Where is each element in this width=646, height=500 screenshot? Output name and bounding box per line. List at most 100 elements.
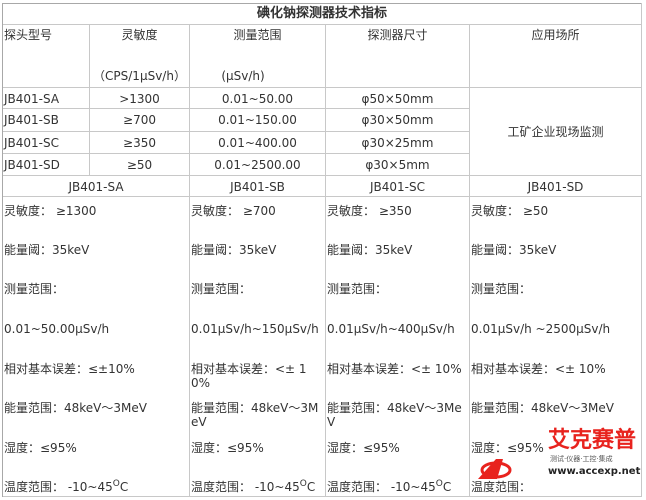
header-size: 探测器尺寸 <box>326 25 470 88</box>
accexp-logo-icon <box>478 459 512 479</box>
detail-line: 湿度：≤95% <box>191 441 264 455</box>
watermark-tagline: 测试·仪器·工控·集成 <box>550 455 613 463</box>
detail-line: 能量阈：35keV <box>191 243 277 257</box>
sensitivity-value: ≥700 <box>123 113 156 127</box>
detail-line: 测量范围： <box>327 282 388 296</box>
sensitivity-value: >1300 <box>119 92 160 106</box>
application-value: 工矿企业现场监测 <box>507 125 604 139</box>
detail-line: 0.01μSv/h~400μSv/h <box>327 322 455 336</box>
size-value: φ30×25mm <box>361 136 434 150</box>
detail-line: 能量阈：35keV <box>327 243 413 257</box>
detail-line: 灵敏度： ≥700 <box>191 204 276 218</box>
size-value: φ30×5mm <box>365 158 430 172</box>
detail-cell: 灵敏度： ≥50 能量阈：35keV 测量范围： 0.01μSv/h ~2500μSv… <box>470 197 642 497</box>
header-range-label: 测量范围 <box>233 28 282 42</box>
detail-temperature: 温度范围： -10~45 <box>4 480 113 494</box>
sensitivity-value: ≥50 <box>126 158 153 172</box>
detail-temperature-line: 温度范围： <box>471 480 639 494</box>
watermark-brand: 艾克赛普 <box>548 428 637 453</box>
header-model: 探头型号 <box>3 25 90 88</box>
model-value: JB401-SB <box>4 113 59 127</box>
detail-line: 能量范围：48keV～3MeV <box>191 401 319 429</box>
table-row-range: 0.01~50.00 <box>190 88 326 109</box>
detail-temperature: 温度范围： -10~45 <box>191 480 300 494</box>
detail-header: JB401-SD <box>470 176 642 197</box>
table-row-sensitivity: >1300 <box>90 88 190 109</box>
header-model-label: 探头型号 <box>4 28 53 42</box>
detail-temperature-line: 温度范围： -10~45OC <box>4 479 187 495</box>
detail-line: 能量阈：35keV <box>471 243 557 257</box>
detail-temperature-line: 温度范围： -10~45OC <box>327 479 467 495</box>
detail-cell: 灵敏度： ≥350 能量阈：35keV 测量范围： 0.01μSv/h~400μSv/… <box>326 197 470 497</box>
detail-header: JB401-SB <box>190 176 326 197</box>
size-value: φ50×50mm <box>361 92 434 106</box>
detail-temperature: 温度范围： -10~45 <box>327 480 436 494</box>
header-sensitivity-label: 灵敏度 <box>121 28 158 42</box>
detail-line: 相对基本误差：<± 10% <box>327 362 462 376</box>
temperature-unit: C <box>306 480 316 494</box>
detail-cell: 灵敏度： ≥700 能量阈：35keV 测量范围： 0.01μSv/h~150μSv/… <box>190 197 326 497</box>
table-row-size: φ50×50mm <box>326 88 470 109</box>
range-value: 0.01~2500.00 <box>214 158 301 172</box>
detail-line: 灵敏度： ≥350 <box>327 204 412 218</box>
header-range-unit: (μSv/h) <box>221 69 265 83</box>
table-row-size: φ30×25mm <box>326 132 470 154</box>
model-value: JB401-SC <box>4 136 60 150</box>
detail-line: 相对基本误差：<± 10% <box>471 362 606 376</box>
table-row-model: JB401-SB <box>3 109 90 132</box>
detail-header: JB401-SA <box>3 176 190 197</box>
header-application: 应用场所 <box>470 25 642 88</box>
model-value: JB401-SA <box>4 92 60 106</box>
watermark-url: www.accexp.net <box>548 466 641 477</box>
table-row-sensitivity: ≥350 <box>90 132 190 154</box>
detail-line: 能量范围：48keV～3MeV <box>471 401 614 415</box>
degree-mark: O <box>435 479 443 489</box>
degree-mark: O <box>112 479 120 489</box>
table-row-size: φ30×50mm <box>326 109 470 132</box>
table-row-sensitivity: ≥50 <box>90 154 190 176</box>
detail-line: 灵敏度： ≥1300 <box>4 204 97 218</box>
table-title-cell: 碘化钠探测器技术指标 <box>3 3 642 25</box>
range-value: 0.01~400.00 <box>218 136 297 150</box>
header-application-label: 应用场所 <box>531 28 580 42</box>
header-sensitivity-unit: （CPS/1μSv/h） <box>93 69 186 83</box>
detail-line: 相对基本误差：≤±10% <box>4 362 135 376</box>
detail-cell: 灵敏度： ≥1300 能量阈：35keV 测量范围： 0.01~50.00μSv/h 相… <box>3 197 190 497</box>
degree-mark: O <box>299 479 307 489</box>
detail-line: 能量阈：35keV <box>4 243 90 257</box>
detail-header: JB401-SC <box>326 176 470 197</box>
table-row-range: 0.01~2500.00 <box>190 154 326 176</box>
detail-line: 能量范围：48keV～3MeV <box>4 401 147 415</box>
table-title: 碘化钠探测器技术指标 <box>256 6 387 21</box>
sensitivity-value: ≥350 <box>123 136 156 150</box>
size-value: φ30×50mm <box>361 113 434 127</box>
detail-line: 湿度：≤95% <box>4 441 77 455</box>
detail-line: 0.01μSv/h~150μSv/h <box>191 322 319 336</box>
table-row-model: JB401-SA <box>3 88 90 109</box>
detail-line: 湿度：≤95% <box>471 441 544 455</box>
application-cell: 工矿企业现场监测 <box>470 88 642 176</box>
detail-line: 湿度：≤95% <box>327 441 400 455</box>
detail-line: 0.01~50.00μSv/h <box>4 322 110 336</box>
temperature-unit: C <box>119 480 129 494</box>
table-row-range: 0.01~150.00 <box>190 109 326 132</box>
model-value: JB401-SD <box>4 158 60 172</box>
detail-line: 测量范围： <box>4 282 65 296</box>
header-size-label: 探测器尺寸 <box>367 28 428 42</box>
detail-line: 能量范围：48keV～3MeV <box>327 401 462 429</box>
detail-line: 测量范围： <box>471 282 532 296</box>
table-row-model: JB401-SD <box>3 154 90 176</box>
detail-model: JB401-SC <box>369 180 425 194</box>
detail-model: JB401-SB <box>230 180 285 194</box>
detail-line: 相对基本误差：<± 10% <box>191 362 307 390</box>
header-sensitivity: 灵敏度 （CPS/1μSv/h） <box>90 25 190 88</box>
detail-line: 0.01μSv/h ~2500μSv/h <box>471 322 611 336</box>
header-range: 测量范围 (μSv/h) <box>190 25 326 88</box>
detail-model: JB401-SD <box>527 180 584 194</box>
detail-model: JB401-SA <box>68 180 124 194</box>
table-row-range: 0.01~400.00 <box>190 132 326 154</box>
table-row-model: JB401-SC <box>3 132 90 154</box>
temperature-unit: C <box>442 480 452 494</box>
detail-line: 灵敏度： ≥50 <box>471 204 549 218</box>
table-row-size: φ30×5mm <box>326 154 470 176</box>
